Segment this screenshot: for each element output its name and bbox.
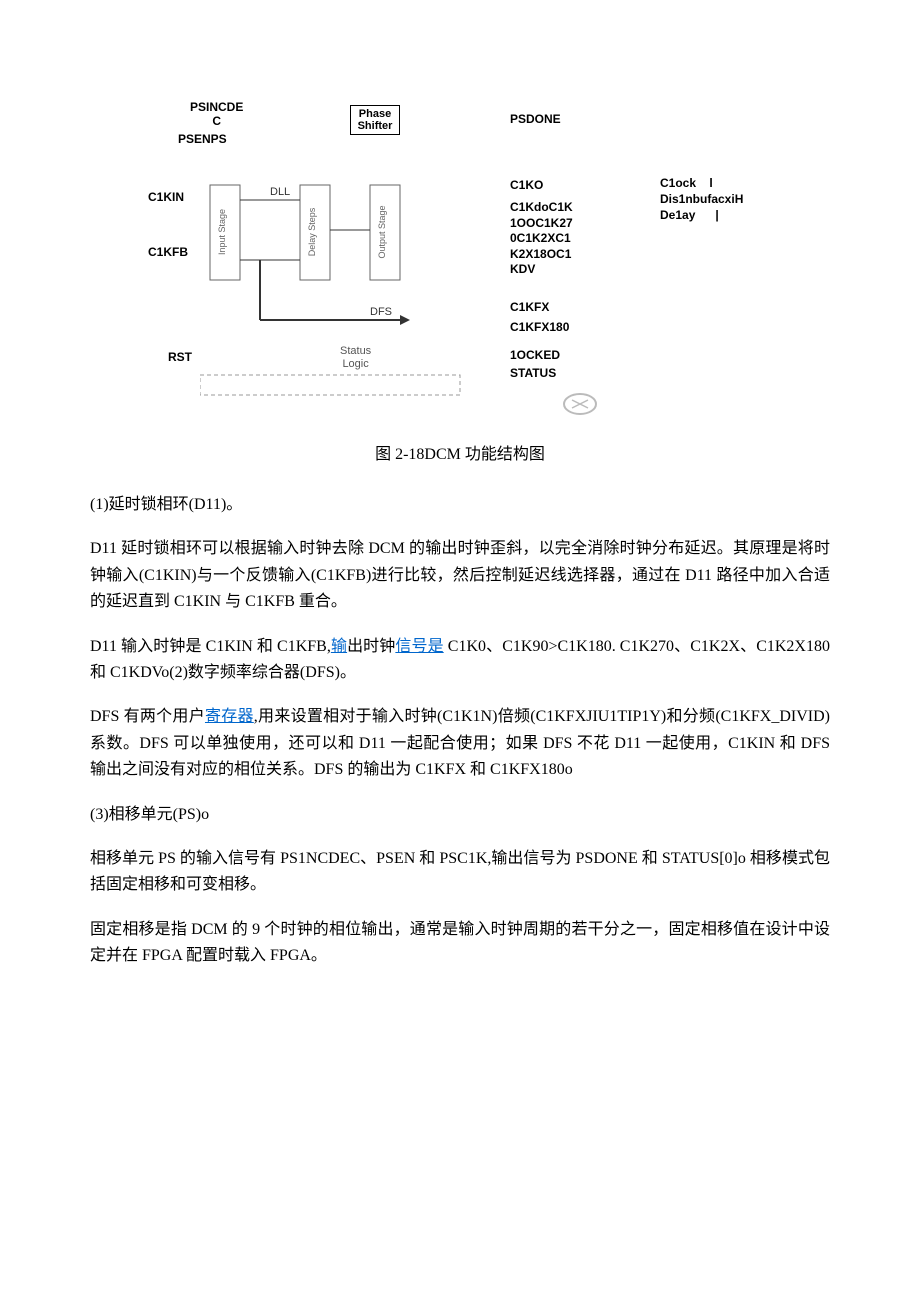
paragraph-4: DFS 有两个用户寄存器,用来设置相对于输入时钟(C1K1N)倍频(C1KFXJ… (90, 704, 830, 783)
label-c1kfx180: C1KFX180 (510, 320, 569, 334)
paragraph-3: D11 输入时钟是 C1KIN 和 C1KFB,输出时钟信号是 C1K0、C1K… (90, 634, 830, 687)
paragraph-1: (1)延时锁相环(D11)。 (90, 492, 830, 518)
p3-text-b: 出时钟 (347, 638, 395, 655)
label-c1kfx: C1KFX (510, 300, 549, 314)
label-dll-outputs: C1KdoC1K 1OOC1K27 0C1K2XC1 K2X18OC1 KDV (510, 200, 573, 278)
phase-shifter-box: Phase Shifter (350, 105, 400, 135)
label-status: STATUS (510, 366, 556, 380)
paragraph-2: D11 延时锁相环可以根据输入时钟去除 DCM 的输出时钟歪斜，以完全消除时钟分… (90, 536, 830, 615)
p4-text-a: DFS 有两个用户 (90, 708, 205, 725)
label-psdone: PSDONE (510, 112, 561, 126)
figure-caption: 图 2-18DCM 功能结构图 (90, 440, 830, 464)
paragraph-5: (3)相移单元(PS)o (90, 802, 830, 828)
label-status-logic: Status Logic (340, 345, 371, 371)
label-c1kin: C1KIN (148, 190, 184, 204)
dcm-diagram: PSINCDE C PSENPS Phase Shifter PSDONE C1… (90, 100, 830, 420)
label-rst: RST (168, 350, 192, 364)
diagram-svg: Input Stage Delay Steps Output Stage DLL… (200, 170, 470, 400)
label-psenps: PSENPS (178, 132, 227, 146)
p4-link[interactable]: 寄存器 (205, 708, 254, 725)
p3-text-a: D11 输入时钟是 C1KIN 和 C1KFB, (90, 638, 331, 655)
label-psincdec: PSINCDE C (190, 100, 243, 129)
svg-dfs: DFS (370, 306, 392, 318)
label-c1ko: C1KO (510, 178, 543, 192)
p3-link-2[interactable]: 信号是 (395, 638, 443, 655)
svg-dll: DLL (270, 186, 290, 198)
label-locked: 1OCKED (510, 348, 560, 362)
svg-input-stage: Input Stage (217, 209, 227, 255)
annotation-mark (560, 390, 600, 418)
svg-output-stage: Output Stage (377, 205, 387, 258)
paragraph-7: 固定相移是指 DCM 的 9 个时钟的相位输出，通常是输入时钟周期的若干分之一，… (90, 917, 830, 970)
svg-delay-steps: Delay Steps (307, 207, 317, 256)
p3-link-1[interactable]: 输 (331, 638, 347, 655)
label-clock-note: C1ock l Dis1nbufacxiH De1ay | (660, 175, 743, 224)
label-c1kfb: C1KFB (148, 245, 188, 259)
paragraph-6: 相移单元 PS 的输入信号有 PS1NCDEC、PSEN 和 PSC1K,输出信… (90, 846, 830, 899)
